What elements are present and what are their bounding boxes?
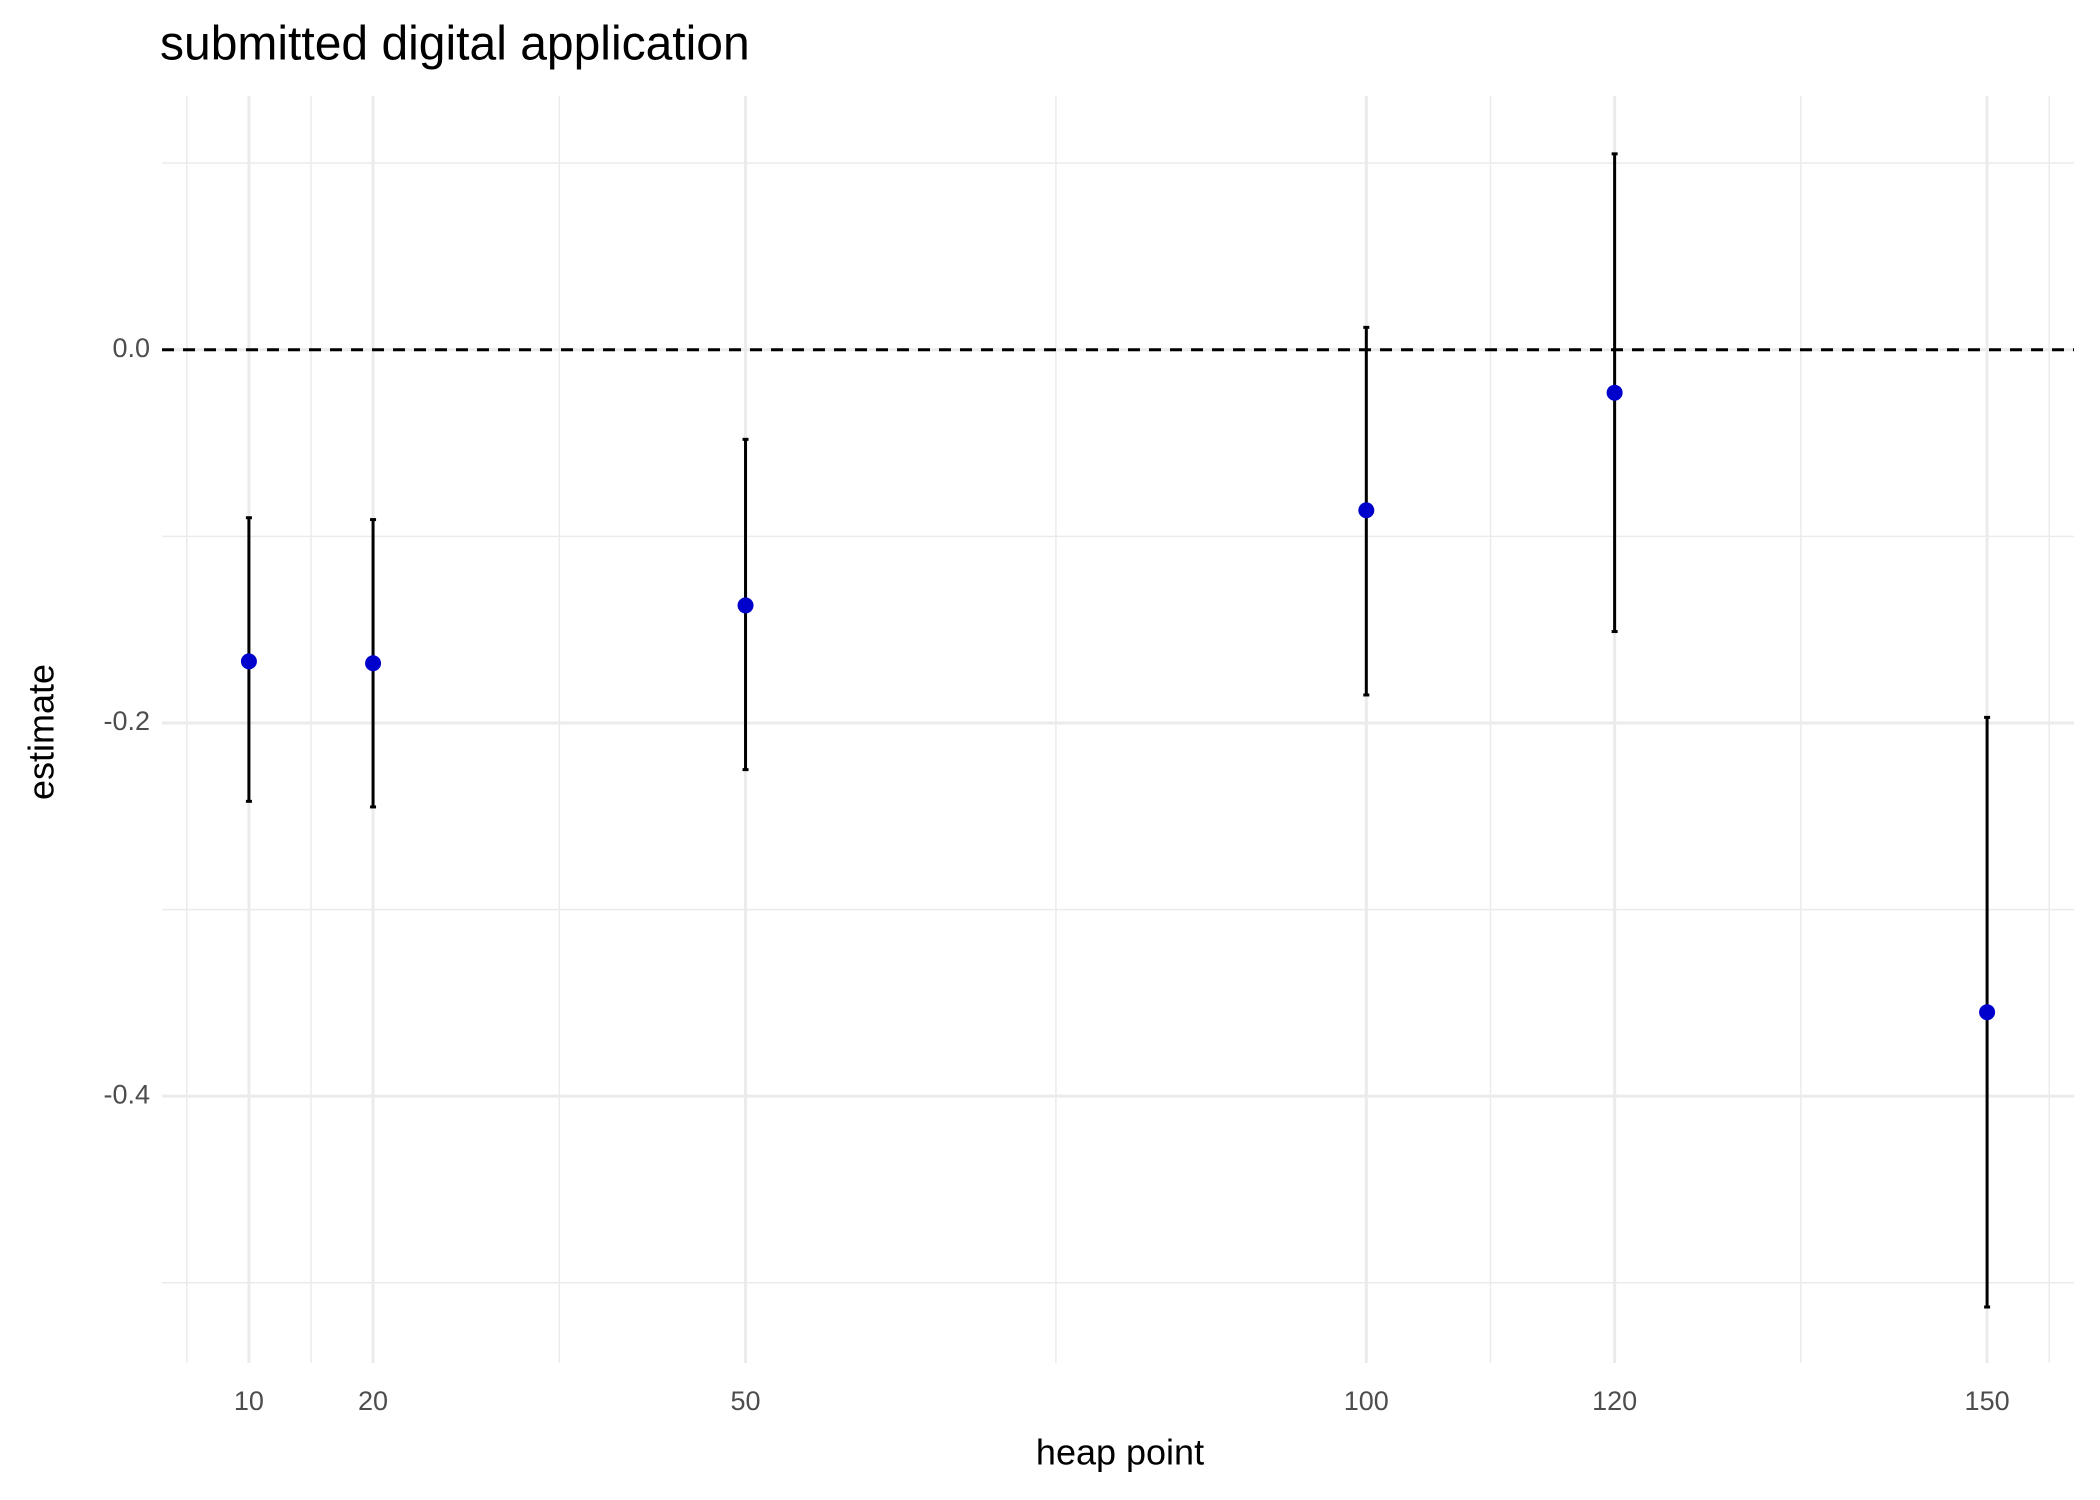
y-tick-label: -0.2 (103, 706, 150, 736)
x-tick-label: 10 (234, 1386, 264, 1416)
chart-title: submitted digital application (160, 18, 750, 71)
point (1606, 384, 1623, 401)
x-tick-label: 20 (358, 1386, 388, 1416)
point (1358, 502, 1375, 519)
x-tick-label: 50 (731, 1386, 761, 1416)
x-tick-label: 150 (1965, 1386, 2010, 1416)
y-tick-label: 0.0 (112, 333, 150, 363)
point (737, 597, 754, 614)
point (240, 653, 257, 670)
y-axis-title: estimate (21, 664, 62, 800)
point (1979, 1004, 1996, 1021)
x-axis-title: heap point (1036, 1432, 1204, 1473)
x-tick-label: 100 (1344, 1386, 1389, 1416)
y-tick-label: -0.4 (103, 1079, 150, 1109)
x-tick-label: 120 (1592, 1386, 1637, 1416)
point (365, 655, 382, 672)
